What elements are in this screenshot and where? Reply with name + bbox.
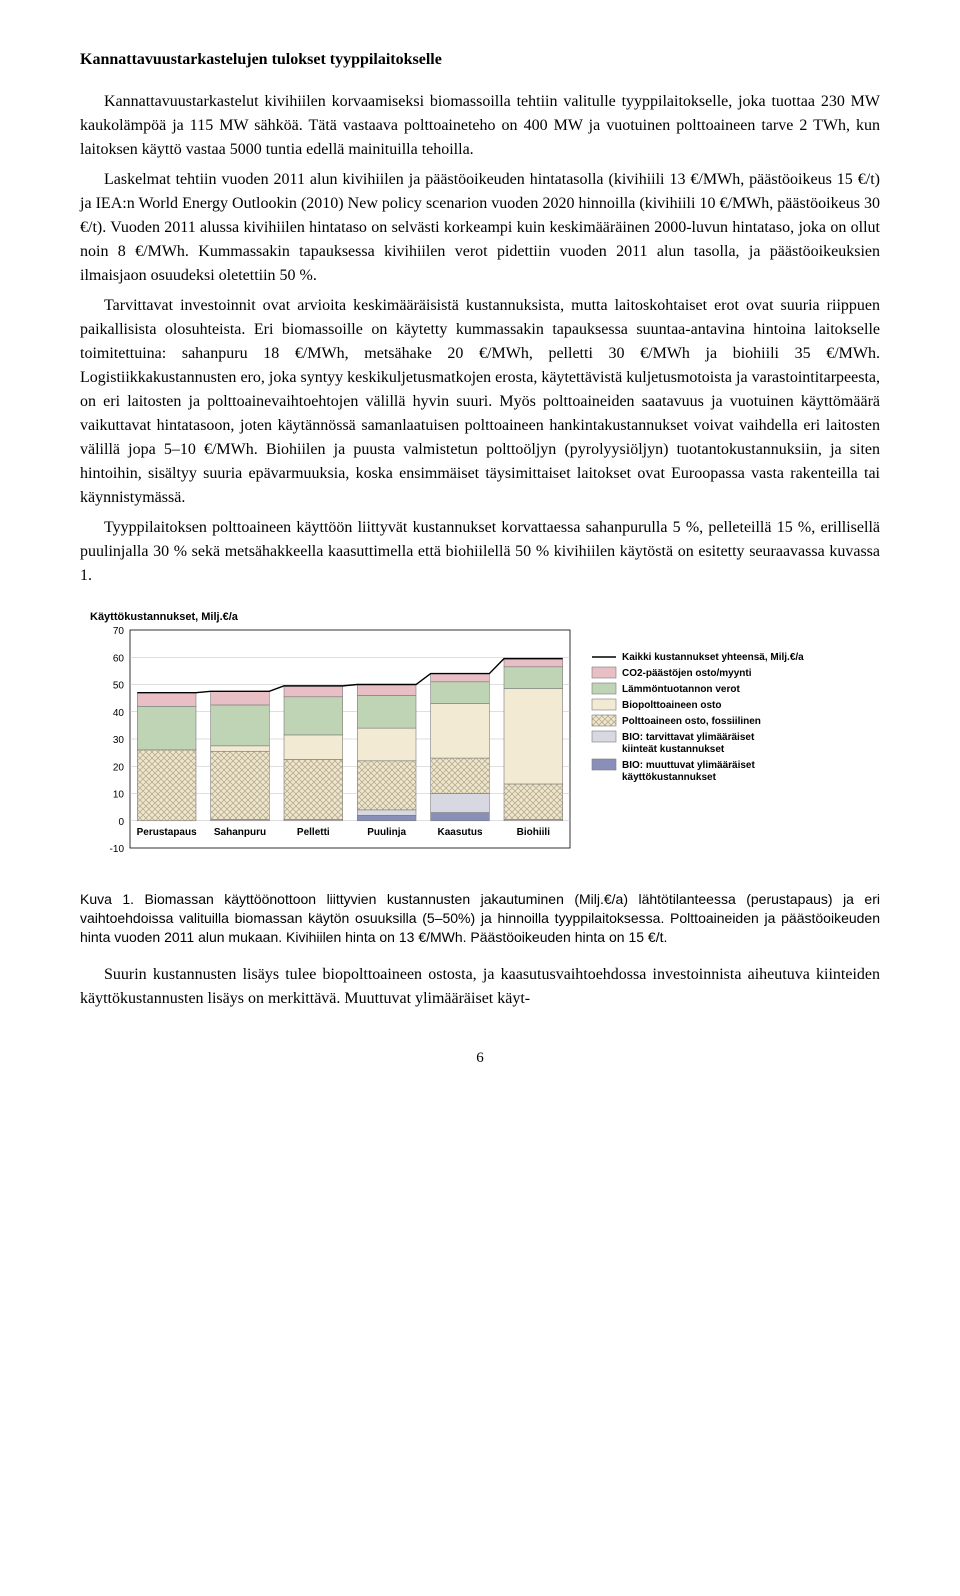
paragraph-3: Tarvittavat investoinnit ovat arvioita k… (80, 294, 880, 510)
page-number: 6 (80, 1047, 880, 1070)
figure-caption: Kuva 1. Biomassan käyttöönottoon liittyv… (80, 890, 880, 947)
svg-text:70: 70 (113, 626, 125, 637)
svg-text:Biopolttoaineen osto: Biopolttoaineen osto (622, 700, 721, 711)
svg-text:CO2-päästöjen osto/myynti: CO2-päästöjen osto/myynti (622, 668, 752, 679)
svg-text:BIO: tarvittavat ylimääräiset: BIO: tarvittavat ylimääräiset (622, 732, 755, 743)
paragraph-after-caption: Suurin kustannusten lisäys tulee biopolt… (80, 963, 880, 1011)
svg-text:-10: -10 (110, 844, 125, 855)
svg-text:0: 0 (118, 817, 124, 828)
paragraph-1: Kannattavuustarkastelut kivihiilen korva… (80, 90, 880, 162)
paragraph-2: Laskelmat tehtiin vuoden 2011 alun kivih… (80, 168, 880, 288)
paragraph-4: Tyyppilaitoksen polttoaineen käyttöön li… (80, 516, 880, 588)
svg-text:Pelletti: Pelletti (297, 827, 330, 838)
svg-text:60: 60 (113, 653, 125, 664)
svg-text:10: 10 (113, 790, 125, 801)
svg-text:40: 40 (113, 708, 125, 719)
svg-text:Kaikki kustannukset yhteensä,: Kaikki kustannukset yhteensä, Milj.€/a (622, 652, 804, 663)
svg-text:20: 20 (113, 762, 125, 773)
cost-chart: -10 0 10 20 30 40 50 60 70 Käyttökustannukset, Mi… (80, 608, 880, 878)
svg-text:BIO: muuttuvat ylimääräiset: BIO: muuttuvat ylimääräiset (622, 760, 755, 771)
svg-text:Kaasutus: Kaasutus (437, 827, 482, 838)
svg-text:kiinteät kustannukset: kiinteät kustannukset (622, 744, 725, 755)
svg-text:Lämmöntuotannon verot: Lämmöntuotannon verot (622, 684, 740, 695)
svg-text:Perustapaus: Perustapaus (137, 827, 197, 838)
section-heading: Kannattavuustarkastelujen tulokset tyypp… (80, 48, 880, 72)
svg-text:Polttoaineen osto, fossiilinen: Polttoaineen osto, fossiilinen (622, 716, 761, 727)
svg-text:30: 30 (113, 735, 125, 746)
svg-text:Biohiili: Biohiili (517, 827, 551, 838)
svg-text:50: 50 (113, 681, 125, 692)
svg-text:käyttökustannukset: käyttökustannukset (622, 772, 717, 783)
svg-text:Sahanpuru: Sahanpuru (214, 827, 266, 838)
svg-text:Käyttökustannukset, Milj.€/a: Käyttökustannukset, Milj.€/a (90, 611, 239, 623)
svg-text:Puulinja: Puulinja (367, 827, 406, 838)
